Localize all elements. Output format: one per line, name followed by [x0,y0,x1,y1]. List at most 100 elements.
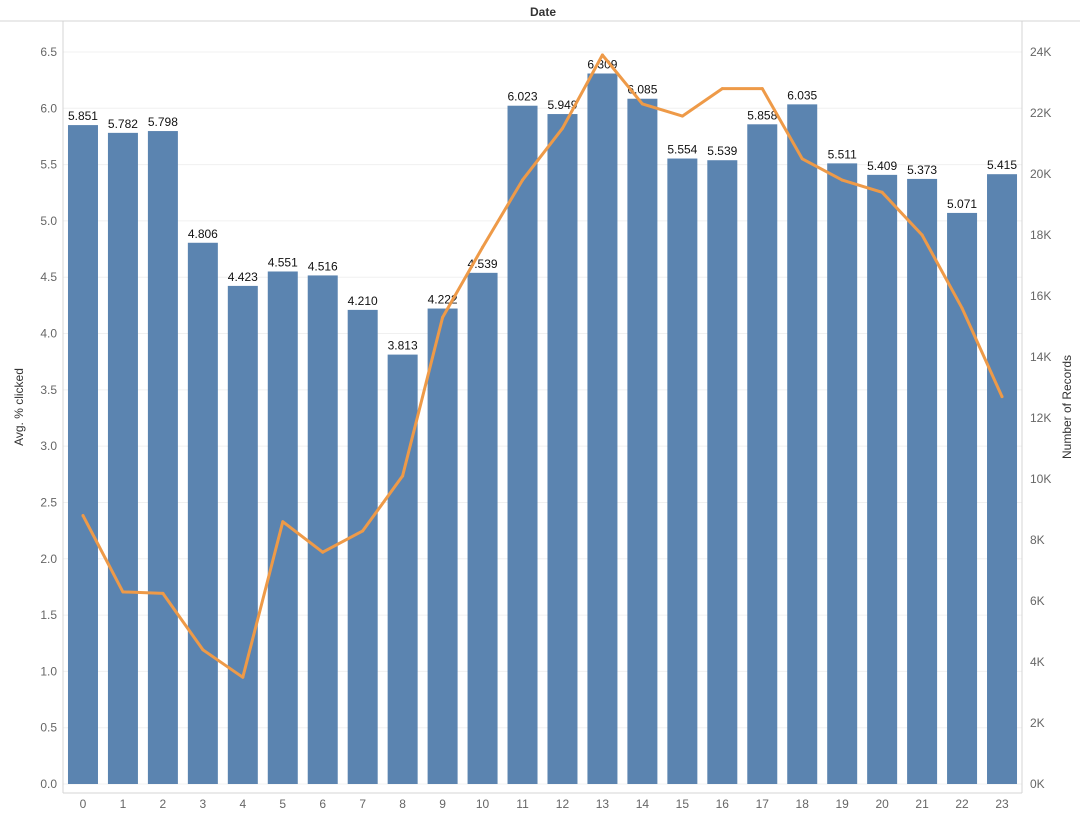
bar [667,158,698,784]
line-point [800,157,804,161]
bar [587,73,618,785]
bar [547,114,578,784]
x-tick-label: 18 [796,797,810,811]
bar [227,285,258,784]
line-point [560,126,564,130]
bar [507,105,538,785]
right-y-tick-label: 18K [1030,228,1051,242]
x-tick-label: 13 [596,797,610,811]
line-point [760,87,764,91]
records-line [81,53,1004,679]
left-y-axis-ticks: 0.0 0.5 1.0 1.5 2.0 2.5 3.0 3.5 4.0 4.5 5.0 5.5 6.0 6… [40,45,57,791]
left-y-tick-label: 3.5 [40,383,57,397]
bar-value-label: 5.373 [907,163,937,177]
left-y-tick-label: 1.0 [40,664,57,678]
x-tick-label: 2 [160,797,167,811]
left-y-tick-label: 4.5 [40,270,57,284]
bar-series [67,73,1018,785]
bar [347,309,378,784]
x-axis-ticks: 0 1 2 3 4 5 6 7 8 9 10 11 12 13 14 15 16 17 18 19 20 21 22 23 [80,797,1009,811]
left-y-tick-label: 1.5 [40,608,57,622]
bar [467,272,498,784]
right-y-axis-label: Number of Records [1060,355,1074,459]
x-tick-label: 5 [279,797,286,811]
bar-value-label: 5.409 [867,159,897,173]
right-y-tick-label: 24K [1030,45,1051,59]
line-point [81,514,85,518]
left-y-tick-label: 3.0 [40,439,57,453]
bar-value-label: 5.949 [547,98,577,112]
left-y-axis-label: Avg. % clicked [12,368,26,446]
left-y-tick-label: 0.5 [40,721,57,735]
line-point [960,306,964,310]
left-y-tick-label: 2.5 [40,495,57,509]
bar-value-label: 3.813 [388,339,418,353]
bar [107,132,138,784]
x-tick-label: 14 [636,797,650,811]
right-y-axis-ticks: 0K 2K 4K 6K 8K 10K 12K 14K 16K 18K 20K 22K 24K [1030,45,1051,791]
right-y-tick-label: 4K [1030,655,1045,669]
right-y-tick-label: 10K [1030,472,1051,486]
x-tick-label: 19 [836,797,850,811]
x-tick-label: 23 [995,797,1009,811]
bar-value-label: 4.516 [308,259,338,273]
bar [307,275,338,784]
line-point [201,648,205,652]
bar-value-label: 4.210 [348,294,378,308]
bar-value-label: 5.415 [987,158,1017,172]
x-tick-label: 10 [476,797,490,811]
right-y-tick-label: 12K [1030,411,1051,425]
right-y-tick-label: 2K [1030,716,1045,730]
right-y-tick-label: 8K [1030,533,1045,547]
right-y-tick-label: 14K [1030,350,1051,364]
line-point [840,178,844,182]
x-tick-label: 3 [200,797,207,811]
bar-value-label: 6.023 [508,90,538,104]
line-series [81,53,1004,679]
x-tick-label: 6 [319,797,326,811]
left-y-tick-label: 6.5 [40,45,57,59]
x-tick-label: 21 [915,797,929,811]
right-y-tick-label: 6K [1030,594,1045,608]
x-tick-label: 12 [556,797,570,811]
left-y-tick-label: 0.0 [40,777,57,791]
line-point [401,474,405,478]
line-point [361,529,365,533]
right-y-tick-label: 22K [1030,106,1051,120]
bar-data-labels: 5.851 5.782 5.798 4.806 4.423 4.551 4.516 4.210… [68,58,1017,353]
x-tick-label: 4 [239,797,246,811]
line-point [161,591,165,595]
bar-value-label: 5.539 [707,144,737,158]
bar-value-label: 5.798 [148,115,178,129]
x-tick-label: 9 [439,797,446,811]
x-tick-label: 22 [955,797,969,811]
line-point [720,87,724,91]
line-point [880,190,884,194]
bar-value-label: 4.806 [188,227,218,241]
bar-value-label: 5.782 [108,117,138,131]
right-y-tick-label: 20K [1030,167,1051,181]
left-y-tick-label: 2.0 [40,552,57,566]
bar [787,104,818,785]
x-tick-label: 0 [80,797,87,811]
line-point [920,233,924,237]
x-tick-label: 11 [516,797,529,811]
bar [627,98,658,785]
bar-value-label: 4.423 [228,270,258,284]
x-tick-label: 8 [399,797,406,811]
bar-value-label: 4.551 [268,255,298,269]
x-tick-label: 20 [875,797,889,811]
line-point [241,675,245,679]
bar [987,174,1018,785]
line-point [481,245,485,249]
line-point [521,178,525,182]
line-point [640,102,644,106]
line-point [1000,395,1004,399]
line-point [600,53,604,57]
bar-value-label: 5.511 [828,147,857,161]
bar-value-label: 5.858 [747,108,777,122]
line-point [441,315,445,319]
left-y-tick-label: 5.5 [40,158,57,172]
bar-value-label: 5.851 [68,109,98,123]
